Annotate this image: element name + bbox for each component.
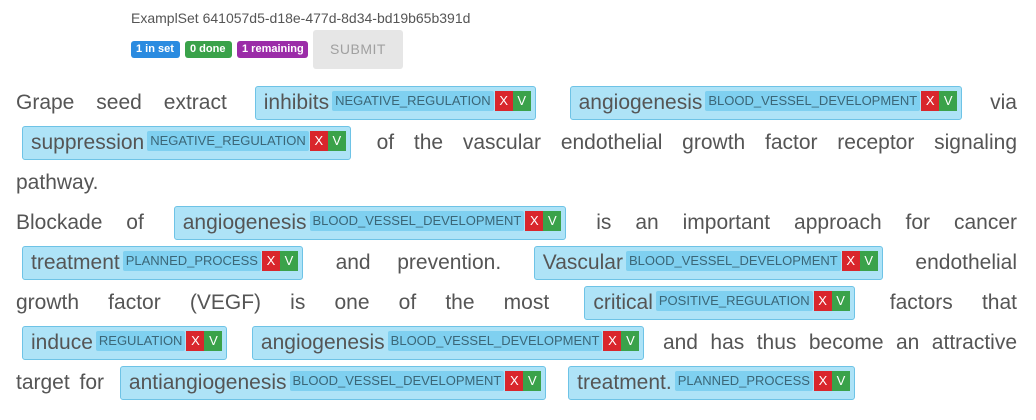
annotation-word: angiogenesis [578,91,703,114]
annotation-label[interactable]: BLOOD_VESSEL_DEVELOPMENT [387,331,603,352]
annotation-label[interactable]: PLANNED_PROCESS [674,371,813,392]
reject-button[interactable]: X [841,251,860,272]
entity-annotation[interactable]: treatment. PLANNED_PROCESS X V [568,366,855,400]
text-segment: endothelial growth factor (VEGF) is one … [16,251,1017,314]
accept-button[interactable]: V [543,211,562,232]
reject-button[interactable]: X [309,131,328,152]
done-badge: 0 done [185,41,232,58]
entity-annotation[interactable]: angiogenesis BLOOD_VESSEL_DEVELOPMENT X V [173,206,567,240]
entity-annotation[interactable]: inhibits NEGATIVE_REGULATION X V [254,86,536,120]
accept-button[interactable]: V [859,251,878,272]
reject-button[interactable]: X [494,91,513,112]
reject-button[interactable]: X [603,331,622,352]
annotation-word: suppression [31,131,145,154]
text-segment: Grape seed extract [16,91,227,114]
annotation-word: Vascular [542,251,623,274]
annotation-label[interactable]: NEGATIVE_REGULATION [332,91,494,112]
accept-button[interactable]: V [523,371,542,392]
reject-button[interactable]: X [813,371,832,392]
annotation-word: inhibits [263,91,330,114]
annotation-word: angiogenesis [260,331,385,354]
text-segment: and has thus become an attractive target… [16,331,1018,394]
entity-annotation[interactable]: treatment PLANNED_PROCESS X V [22,246,303,280]
entity-annotation[interactable]: angiogenesis BLOOD_VESSEL_DEVELOPMENT X V [251,326,645,360]
annotation-label[interactable]: REGULATION [95,331,186,352]
entity-annotation[interactable]: induce REGULATION X V [22,326,228,360]
text-segment: of the vascular endothelial growth facto… [16,131,1017,194]
entity-annotation[interactable]: critical POSITIVE_REGULATION X V [584,286,855,320]
annotation-label[interactable]: BLOOD_VESSEL_DEVELOPMENT [625,251,841,272]
accept-button[interactable]: V [204,331,223,352]
accept-button[interactable]: V [327,131,346,152]
text-segment: Blockade of [16,211,144,234]
reject-button[interactable]: X [261,251,280,272]
reject-button[interactable]: X [525,211,544,232]
entity-annotation[interactable]: angiogenesis BLOOD_VESSEL_DEVELOPMENT X V [569,86,963,120]
annotation-label[interactable]: NEGATIVE_REGULATION [147,131,309,152]
annotation-word: antiangiogenesis [128,371,287,394]
paragraph: Grape seed extract inhibits NEGATIVE_REGU… [16,83,1017,203]
reject-button[interactable]: X [813,291,832,312]
accept-button[interactable]: V [831,371,850,392]
remaining-badge: 1 remaining [237,41,308,58]
text-segment: via [990,91,1017,114]
accept-button[interactable]: V [512,91,531,112]
in-set-badge: 1 in set [131,41,180,58]
set-title: ExamplSet 641057d5-d18e-477d-8d34-bd19b6… [131,10,471,26]
accept-button[interactable]: V [279,251,298,272]
annotation-label[interactable]: POSITIVE_REGULATION [655,291,813,312]
accept-button[interactable]: V [831,291,850,312]
annotation-word: induce [31,331,93,354]
entity-annotation[interactable]: suppression NEGATIVE_REGULATION X V [22,126,351,160]
annotation-label[interactable]: BLOOD_VESSEL_DEVELOPMENT [705,91,921,112]
annotated-text: Grape seed extract inhibits NEGATIVE_REGU… [16,83,1017,403]
accept-button[interactable]: V [939,91,958,112]
submit-button[interactable]: SUBMIT [313,30,403,69]
reject-button[interactable]: X [921,91,940,112]
entity-annotation[interactable]: antiangiogenesis BLOOD_VESSEL_DEVELOPMENT… [119,366,547,400]
annotation-label[interactable]: BLOOD_VESSEL_DEVELOPMENT [289,371,505,392]
annotation-word: angiogenesis [182,211,307,234]
entity-annotation[interactable]: Vascular BLOOD_VESSEL_DEVELOPMENT X V [533,246,883,280]
accept-button[interactable]: V [621,331,640,352]
paragraph: Blockade of angiogenesis BLOOD_VESSEL_DEV… [16,203,1017,403]
annotation-label[interactable]: BLOOD_VESSEL_DEVELOPMENT [309,211,525,232]
text-segment: is an important approach for cancer [596,211,1017,234]
annotation-word: treatment [31,251,120,274]
annotation-word: treatment. [577,371,672,394]
text-segment: factors that [889,291,1017,314]
annotation-word: critical [593,291,653,314]
annotation-label[interactable]: PLANNED_PROCESS [122,251,261,272]
reject-button[interactable]: X [505,371,524,392]
reject-button[interactable]: X [186,331,205,352]
text-segment: and prevention. [335,251,502,274]
